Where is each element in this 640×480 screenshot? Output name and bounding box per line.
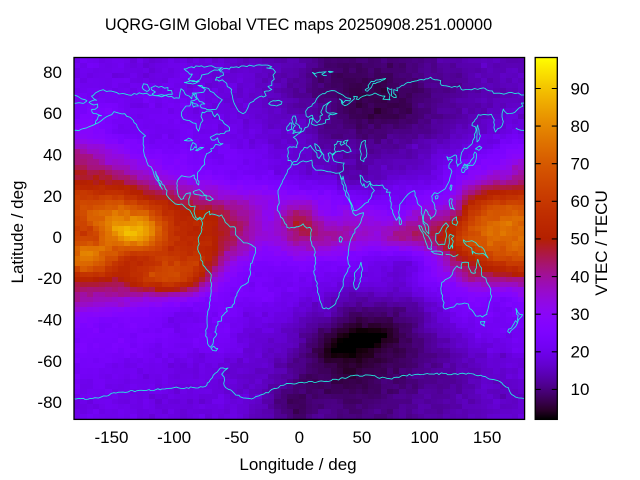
svg-text:50: 50	[352, 428, 371, 447]
svg-text:Longitude / deg: Longitude / deg	[239, 455, 356, 474]
svg-text:150: 150	[473, 428, 501, 447]
svg-text:Latitude / deg: Latitude / deg	[8, 180, 27, 283]
svg-text:UQRG-GIM Global VTEC maps 2025: UQRG-GIM Global VTEC maps 20250908.251.0…	[105, 16, 492, 34]
svg-text:20: 20	[43, 187, 62, 206]
svg-text:-150: -150	[94, 428, 128, 447]
svg-text:0: 0	[53, 228, 62, 247]
svg-text:100: 100	[410, 428, 438, 447]
svg-text:60: 60	[43, 104, 62, 123]
svg-text:60: 60	[571, 192, 590, 211]
svg-text:70: 70	[571, 155, 590, 174]
svg-text:90: 90	[571, 79, 590, 98]
svg-text:80: 80	[43, 63, 62, 82]
svg-text:20: 20	[571, 343, 590, 362]
svg-text:0: 0	[295, 428, 304, 447]
svg-text:-50: -50	[224, 428, 249, 447]
svg-text:-80: -80	[37, 393, 62, 412]
svg-text:-40: -40	[37, 311, 62, 330]
svg-text:50: 50	[571, 230, 590, 249]
svg-text:10: 10	[571, 380, 590, 399]
svg-text:40: 40	[571, 267, 590, 286]
svg-text:-60: -60	[37, 352, 62, 371]
svg-text:30: 30	[571, 305, 590, 324]
svg-text:-20: -20	[37, 269, 62, 288]
svg-text:VTEC / TECU: VTEC / TECU	[592, 190, 611, 295]
svg-text:80: 80	[571, 117, 590, 136]
svg-text:-100: -100	[157, 428, 191, 447]
svg-text:40: 40	[43, 146, 62, 165]
